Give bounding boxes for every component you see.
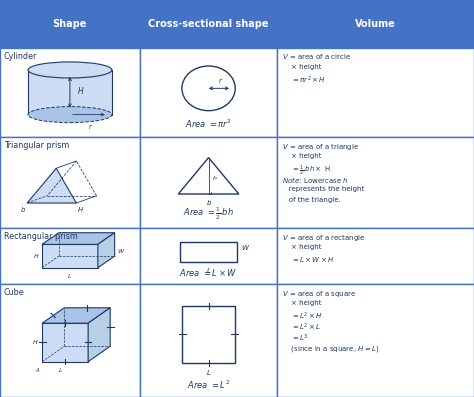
Bar bbox=[182, 306, 235, 363]
Bar bbox=[140, 48, 277, 137]
Text: $H$: $H$ bbox=[33, 252, 39, 260]
Text: $W$: $W$ bbox=[241, 243, 250, 252]
Text: $r$: $r$ bbox=[88, 122, 93, 131]
Text: Cube: Cube bbox=[4, 288, 25, 297]
Polygon shape bbox=[178, 158, 239, 194]
Text: $= L^2 \times L$: $= L^2 \times L$ bbox=[282, 322, 321, 333]
Text: Cross-sectional shape: Cross-sectional shape bbox=[148, 19, 269, 29]
Ellipse shape bbox=[28, 62, 112, 78]
Text: Area $= \frac{1}{2}\,bh$: Area $= \frac{1}{2}\,bh$ bbox=[183, 206, 234, 222]
Text: $h$: $h$ bbox=[212, 174, 218, 182]
Text: $V$ = area of a circle: $V$ = area of a circle bbox=[282, 52, 351, 62]
Text: $A$: $A$ bbox=[35, 366, 41, 374]
Text: Area $= L \times W$: Area $= L \times W$ bbox=[179, 266, 238, 278]
Bar bbox=[140, 284, 277, 397]
Text: $L$: $L$ bbox=[206, 368, 211, 376]
Text: Rectangular prism: Rectangular prism bbox=[4, 232, 78, 241]
Bar bbox=[0, 228, 140, 284]
Text: $V$ = area of a triangle: $V$ = area of a triangle bbox=[282, 142, 359, 152]
Text: (since in a square, $H = L$): (since in a square, $H = L$) bbox=[282, 344, 380, 354]
Polygon shape bbox=[42, 245, 98, 268]
Text: $L$: $L$ bbox=[67, 272, 73, 280]
Text: Shape: Shape bbox=[53, 19, 87, 29]
Text: × height: × height bbox=[282, 300, 321, 306]
Text: × height: × height bbox=[282, 153, 321, 159]
Text: $H$: $H$ bbox=[32, 338, 39, 347]
Text: $= \pi r^2 \times H$: $= \pi r^2 \times H$ bbox=[282, 75, 326, 86]
Text: $V$ = area of a rectangle: $V$ = area of a rectangle bbox=[282, 233, 365, 243]
Bar bbox=[28, 70, 112, 115]
Text: $W$: $W$ bbox=[117, 247, 126, 255]
Polygon shape bbox=[42, 323, 88, 362]
Bar bbox=[140, 137, 277, 228]
Bar bbox=[0, 48, 140, 137]
Text: Area $= \pi r^2$: Area $= \pi r^2$ bbox=[185, 118, 232, 130]
Text: Triangular prism: Triangular prism bbox=[4, 141, 69, 150]
Text: Volume: Volume bbox=[356, 19, 396, 29]
Text: $V$ = area of a square: $V$ = area of a square bbox=[282, 289, 356, 299]
Text: $= \frac{1}{2}\,bh \times$ H: $= \frac{1}{2}\,bh \times$ H bbox=[282, 164, 331, 178]
Text: of the triangle.: of the triangle. bbox=[282, 197, 341, 203]
Circle shape bbox=[182, 66, 235, 111]
Bar bbox=[277, 284, 474, 397]
Bar bbox=[0, 284, 140, 397]
Text: $= L \times W \times H$: $= L \times W \times H$ bbox=[282, 255, 335, 264]
Bar bbox=[0, 0, 474, 48]
Bar bbox=[0, 137, 140, 228]
Text: × height: × height bbox=[282, 64, 321, 69]
Text: $L$: $L$ bbox=[206, 266, 211, 275]
Text: $L$: $L$ bbox=[58, 366, 63, 374]
Polygon shape bbox=[27, 168, 76, 203]
Text: $r$: $r$ bbox=[218, 76, 223, 85]
Text: × height: × height bbox=[282, 244, 321, 250]
Bar bbox=[277, 228, 474, 284]
Text: Area $= L^2$: Area $= L^2$ bbox=[187, 379, 230, 391]
Text: $\mathit{Note}$: Lowercase $h$: $\mathit{Note}$: Lowercase $h$ bbox=[282, 175, 348, 185]
Text: $H$: $H$ bbox=[77, 204, 84, 214]
Text: represents the height: represents the height bbox=[282, 186, 365, 192]
Bar bbox=[277, 48, 474, 137]
Bar bbox=[140, 228, 277, 284]
Text: Cylinder: Cylinder bbox=[4, 52, 37, 61]
Polygon shape bbox=[42, 233, 115, 245]
Bar bbox=[180, 242, 237, 262]
Text: $H$: $H$ bbox=[77, 85, 85, 96]
Ellipse shape bbox=[28, 106, 112, 123]
Text: $b$: $b$ bbox=[19, 204, 26, 214]
Text: $= L^2 \times H$: $= L^2 \times H$ bbox=[282, 311, 323, 322]
Text: $b$: $b$ bbox=[206, 198, 211, 207]
Polygon shape bbox=[98, 233, 115, 268]
Text: $= L^3$: $= L^3$ bbox=[282, 333, 309, 344]
Polygon shape bbox=[42, 308, 110, 323]
Bar bbox=[277, 137, 474, 228]
Polygon shape bbox=[88, 308, 110, 362]
